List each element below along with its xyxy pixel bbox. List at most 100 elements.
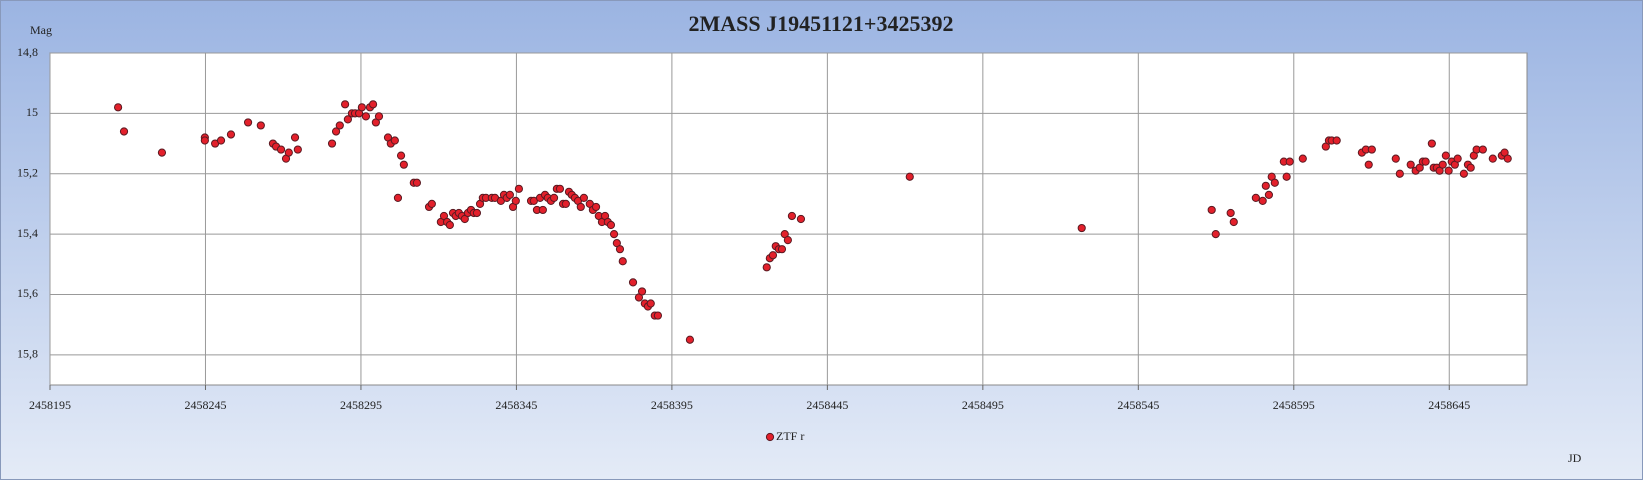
- data-point: [606, 220, 616, 230]
- data-point: [1367, 145, 1376, 154]
- data-point: [119, 127, 129, 136]
- data-point: [1503, 154, 1512, 163]
- data-point: [591, 202, 601, 212]
- y-tick-label: 15,8: [17, 347, 38, 361]
- data-point: [1285, 157, 1294, 166]
- data-point: [618, 257, 627, 266]
- data-point: [579, 193, 588, 202]
- data-point: [653, 311, 663, 320]
- data-point: [1211, 229, 1220, 239]
- x-tick-label: 2458495: [962, 398, 1004, 412]
- y-tick-label: 15: [26, 105, 38, 119]
- y-tick-label: 15,6: [17, 286, 38, 300]
- data-point: [1406, 160, 1415, 169]
- x-tick-label: 2458395: [651, 398, 693, 412]
- data-point: [368, 100, 378, 109]
- data-point: [1229, 217, 1238, 227]
- data-point: [216, 136, 226, 145]
- data-point: [1364, 160, 1373, 169]
- x-tick-label: 2458345: [495, 398, 537, 412]
- data-point: [905, 172, 914, 181]
- data-point: [357, 103, 366, 112]
- legend-label: ZTF r: [776, 429, 804, 443]
- data-point: [361, 112, 371, 121]
- x-tick-label: 2458295: [340, 398, 382, 412]
- data-point: [1270, 178, 1279, 187]
- data-point: [331, 127, 341, 136]
- data-point: [1441, 151, 1450, 160]
- data-point: [796, 214, 806, 224]
- y-axis-label: Mag: [30, 23, 52, 37]
- data-point: [1466, 163, 1475, 172]
- data-point: [200, 136, 209, 145]
- data-point: [1427, 139, 1436, 148]
- data-point: [768, 251, 778, 260]
- data-point: [1438, 160, 1447, 169]
- data-point: [555, 184, 565, 193]
- legend-marker: [765, 432, 775, 442]
- data-point: [343, 115, 352, 124]
- data-point: [787, 211, 797, 221]
- data-point: [396, 151, 406, 160]
- x-tick-label: 2458195: [29, 398, 71, 412]
- data-point: [511, 196, 520, 205]
- data-point: [646, 299, 655, 308]
- data-point: [335, 121, 344, 130]
- data-point: [1421, 157, 1430, 166]
- chart-title: 2MASS J19451121+3425392: [689, 11, 954, 36]
- data-point: [327, 139, 337, 148]
- data-point: [427, 199, 436, 209]
- data-point: [1261, 181, 1270, 190]
- data-point: [561, 199, 570, 209]
- data-point: [340, 100, 350, 109]
- data-point: [1264, 190, 1274, 199]
- x-axis-label: JD: [1568, 451, 1582, 465]
- data-point: [549, 193, 559, 202]
- y-tick-label: 15,4: [17, 226, 38, 240]
- data-point: [1207, 205, 1216, 215]
- data-point: [399, 160, 408, 169]
- data-point: [1258, 196, 1267, 205]
- data-point: [1077, 223, 1086, 233]
- data-point: [777, 245, 787, 254]
- data-point: [1453, 154, 1462, 163]
- x-tick-label: 2458545: [1117, 398, 1159, 412]
- data-point: [1391, 154, 1400, 163]
- plot-area: [49, 52, 1528, 386]
- data-point: [637, 287, 647, 296]
- marks: [113, 100, 1512, 344]
- data-point: [609, 229, 619, 239]
- data-point: [113, 103, 123, 112]
- data-point: [685, 335, 695, 344]
- x-tick-label: 2458445: [806, 398, 848, 412]
- y-tick-label: 15,2: [17, 165, 38, 179]
- data-point: [1282, 172, 1291, 181]
- data-point: [576, 202, 585, 212]
- data-point: [762, 263, 771, 272]
- data-point: [284, 148, 293, 157]
- data-point: [628, 278, 638, 287]
- data-point: [445, 220, 454, 230]
- data-point: [1226, 208, 1235, 218]
- data-point: [783, 236, 792, 245]
- data-point: [472, 208, 482, 218]
- data-point: [1251, 193, 1260, 202]
- data-point: [293, 145, 302, 154]
- data-point: [157, 148, 167, 157]
- data-point: [1444, 166, 1453, 175]
- data-point: [538, 205, 547, 215]
- x-tick-label: 2458595: [1273, 398, 1315, 412]
- data-point: [243, 118, 253, 127]
- data-point: [505, 190, 514, 199]
- data-point: [412, 178, 422, 187]
- data-point: [226, 130, 236, 139]
- data-point: [615, 245, 625, 254]
- data-point: [374, 112, 384, 121]
- data-point: [290, 133, 300, 142]
- data-point: [390, 136, 399, 145]
- data-point: [256, 121, 265, 130]
- data-point: [1459, 169, 1468, 178]
- x-tick-label: 2458645: [1428, 398, 1470, 412]
- grid: [49, 52, 1527, 390]
